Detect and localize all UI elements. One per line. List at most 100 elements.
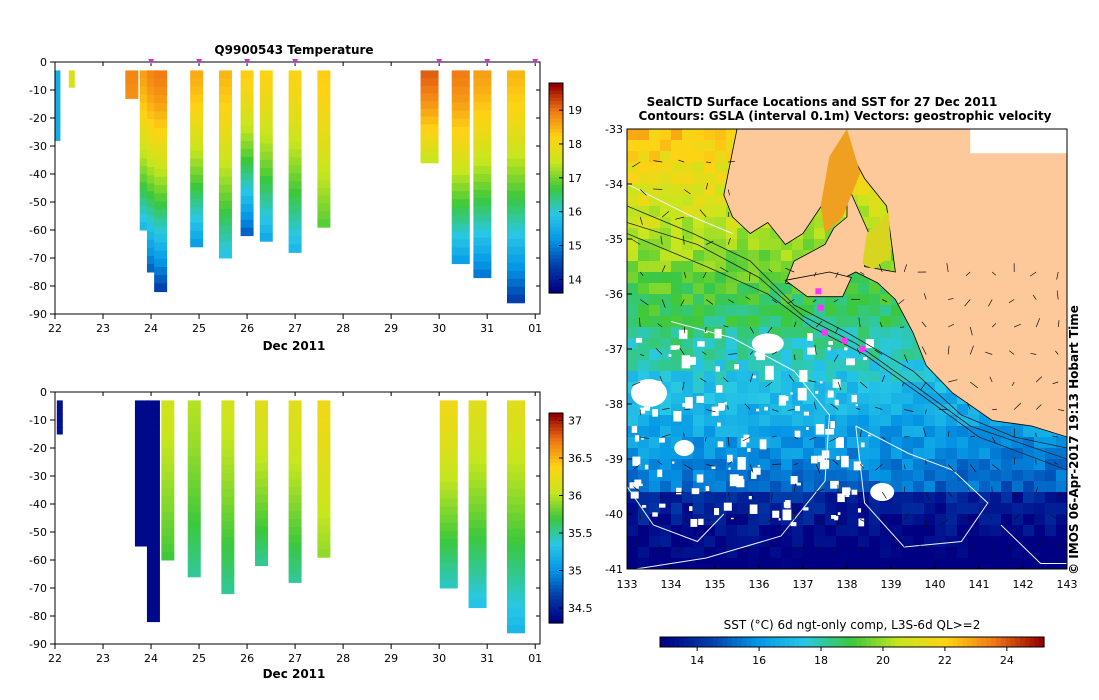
sst-cell xyxy=(946,481,958,493)
sst-colorbar-segment xyxy=(732,637,738,647)
sst-cell xyxy=(990,448,1002,460)
sst-colorbar-segment xyxy=(823,637,829,647)
colorbar-segment xyxy=(549,93,563,98)
profile-cell xyxy=(134,448,148,458)
y-tick-label: -70 xyxy=(29,582,47,595)
velocity-vector xyxy=(859,381,868,389)
sst-cell xyxy=(803,492,815,504)
sst-cell xyxy=(704,151,716,163)
velocity-vector xyxy=(705,326,707,333)
sst-cell xyxy=(869,349,881,361)
profile-cell xyxy=(288,447,302,457)
profile-cell xyxy=(259,111,273,120)
sst-cell xyxy=(682,481,694,493)
sst-colorbar-segment xyxy=(880,637,887,647)
sst-cell xyxy=(627,360,639,372)
sst-colorbar-segment xyxy=(948,637,954,647)
profile-cell xyxy=(134,424,148,434)
sst-colorbar-segment xyxy=(808,637,815,647)
cloud-gap xyxy=(797,387,807,401)
profile-cell xyxy=(506,464,525,474)
sst-cell xyxy=(814,536,826,548)
colorbar-segment xyxy=(549,469,563,474)
sst-cell xyxy=(924,492,936,504)
map-y-tick-label: -40 xyxy=(605,508,623,521)
sst-cell xyxy=(836,448,848,460)
velocity-vector xyxy=(745,296,751,300)
sst-cell xyxy=(935,525,947,537)
colorbar-segment xyxy=(549,111,563,116)
sst-cell xyxy=(880,382,892,394)
sst-cell xyxy=(715,525,727,537)
sst-cell xyxy=(715,393,727,405)
cloud-gap xyxy=(727,454,733,463)
sst-colorbar-segment xyxy=(904,637,911,647)
profile-cell xyxy=(451,110,470,120)
profile-5 xyxy=(154,70,168,293)
sst-cell xyxy=(924,536,936,548)
profile-cell xyxy=(154,103,168,112)
velocity-vector xyxy=(706,519,711,521)
profile-cell xyxy=(473,213,492,223)
sst-cell xyxy=(935,393,947,405)
velocity-vector xyxy=(706,240,714,245)
profile-cell xyxy=(134,416,148,426)
profile-cell xyxy=(506,174,525,184)
sst-cell xyxy=(715,239,727,251)
sst-cell xyxy=(671,173,683,185)
sst-cell xyxy=(638,415,650,427)
sst-cell xyxy=(825,404,837,416)
sst-colorbar-segment xyxy=(876,637,882,647)
map-y-tick-label: -38 xyxy=(605,398,623,411)
profile-cell xyxy=(317,549,331,558)
sst-cell xyxy=(880,316,892,328)
velocity-vector xyxy=(727,491,731,501)
sst-cell xyxy=(880,437,892,449)
profile-cell xyxy=(221,497,235,506)
velocity-vector xyxy=(661,211,670,218)
cloud-gap xyxy=(643,406,650,411)
sst-cell xyxy=(638,140,650,152)
sst-colorbar-segment xyxy=(972,637,978,647)
sst-cell xyxy=(715,228,727,240)
profile-cell xyxy=(317,494,331,503)
sst-cell xyxy=(781,481,793,493)
sst-cell xyxy=(660,261,672,273)
velocity-vector xyxy=(683,235,685,245)
sst-colorbar-segment xyxy=(741,637,747,647)
sst-cell xyxy=(770,558,782,569)
sst-cell xyxy=(660,525,672,537)
sst-cell xyxy=(1001,481,1013,493)
profile-cell xyxy=(506,190,525,200)
x-tick-label: 30 xyxy=(432,652,446,665)
velocity-vector xyxy=(970,435,976,438)
sst-cell xyxy=(627,404,639,416)
sst-cell xyxy=(748,272,760,284)
seal-locations xyxy=(815,288,866,352)
profile-cell xyxy=(420,108,439,118)
sst-colorbar-segment xyxy=(885,637,891,647)
profile-cell xyxy=(506,110,525,119)
sst-cell xyxy=(627,525,639,537)
map-x-tick-label: 134 xyxy=(661,578,682,591)
sst-cell xyxy=(748,547,760,559)
sst-cell xyxy=(759,382,771,394)
velocity-vector xyxy=(764,544,773,548)
temperature-section-chart: Q9900543 Temperature 22 23 24 25 26 27 28 29 30 3… xyxy=(29,43,582,353)
colorbar-segment xyxy=(549,616,563,621)
sst-cell xyxy=(627,283,639,295)
cloud-gap xyxy=(836,455,840,461)
sst-cell xyxy=(627,437,639,449)
sst-cell xyxy=(924,448,936,460)
sst-cell xyxy=(660,140,672,152)
profile-cell xyxy=(125,77,139,85)
colorbar-segment xyxy=(549,181,563,186)
y-tick-label: -40 xyxy=(29,168,47,181)
sst-cell xyxy=(660,184,672,196)
sst-cell xyxy=(913,404,925,416)
profile-cell xyxy=(161,544,175,553)
sst-cell xyxy=(913,514,925,526)
velocity-vector xyxy=(812,299,817,303)
sst-cell xyxy=(869,470,881,482)
sst-colorbar-segment xyxy=(794,637,800,647)
